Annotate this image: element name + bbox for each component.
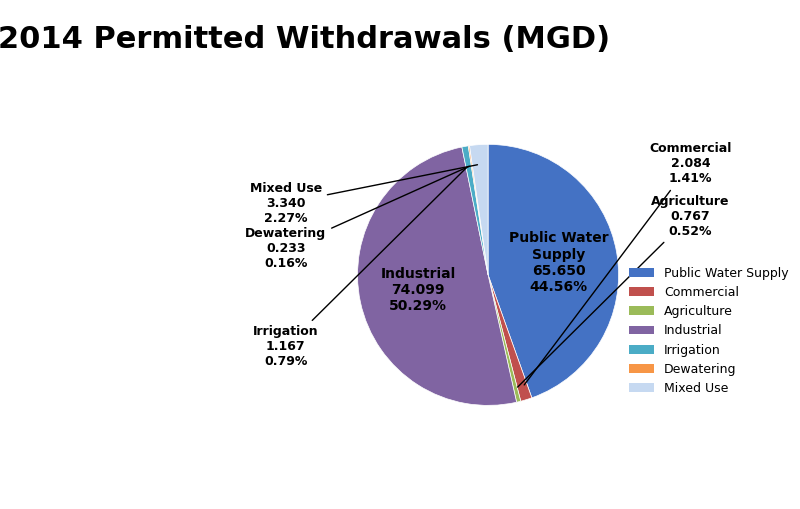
Wedge shape [358,147,517,405]
Legend: Public Water Supply, Commercial, Agriculture, Industrial, Irrigation, Dewatering: Public Water Supply, Commercial, Agricul… [624,262,794,400]
Wedge shape [488,275,532,401]
Text: Commercial
2.084
1.41%: Commercial 2.084 1.41% [524,143,731,385]
Text: Mixed Use
3.340
2.27%: Mixed Use 3.340 2.27% [250,165,478,224]
Text: Public Water
Supply
65.650
44.56%: Public Water Supply 65.650 44.56% [509,232,609,294]
Text: Irrigation
1.167
0.79%: Irrigation 1.167 0.79% [253,167,466,368]
Text: Agriculture
0.767
0.52%: Agriculture 0.767 0.52% [518,194,730,387]
Text: 2014 Permitted Withdrawals (MGD): 2014 Permitted Withdrawals (MGD) [0,25,610,54]
Wedge shape [468,146,488,275]
Wedge shape [462,146,488,275]
Wedge shape [488,275,521,402]
Text: Dewatering
0.233
0.16%: Dewatering 0.233 0.16% [246,166,470,270]
Wedge shape [470,145,488,275]
Wedge shape [488,145,618,398]
Text: Industrial
74.099
50.29%: Industrial 74.099 50.29% [380,267,455,313]
